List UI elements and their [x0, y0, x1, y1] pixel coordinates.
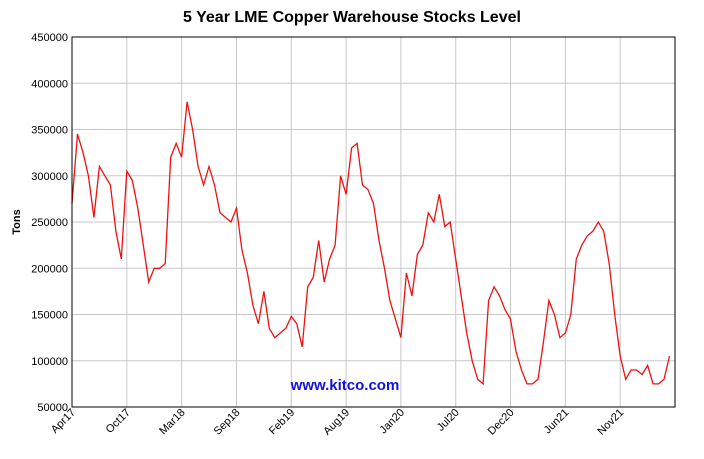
x-tick-label: Oct17 [104, 407, 133, 436]
y-tick-label: 50000 [37, 402, 68, 414]
y-tick-label: 200000 [31, 263, 68, 275]
x-tick-label: Jan20 [377, 407, 407, 437]
x-tick-label: Mar18 [157, 407, 188, 438]
chart-title: 5 Year LME Copper Warehouse Stocks Level [183, 9, 521, 26]
x-tick-label: Sep18 [212, 407, 243, 438]
y-tick-label: 350000 [31, 125, 68, 137]
y-tick-label: 300000 [31, 171, 68, 183]
x-tick-label: Nov21 [595, 407, 626, 438]
x-tick-label: Dec20 [486, 407, 517, 438]
x-tick-label: Aug19 [321, 407, 352, 438]
plot [71, 101, 671, 386]
y-tick-label: 150000 [31, 310, 68, 322]
x-tick-label: Jul20 [435, 407, 462, 434]
series-line [71, 101, 671, 386]
grid [71, 36, 675, 408]
watermark: www.kitco.com [290, 377, 400, 394]
x-tick-label: Jun21 [542, 407, 572, 437]
x-tick-label: Feb19 [267, 407, 298, 438]
plot-frame [71, 36, 676, 408]
y-tick-label: 450000 [31, 32, 68, 44]
y-axis-title: Tons [11, 209, 23, 234]
y-tick-label: 400000 [31, 78, 68, 90]
y-tick-label: 100000 [31, 356, 68, 368]
y-tick-label: 250000 [31, 217, 68, 229]
